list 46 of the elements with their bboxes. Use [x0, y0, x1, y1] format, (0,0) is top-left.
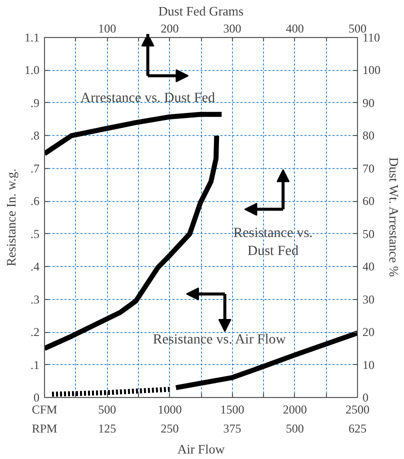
y2-tick-label: 80	[362, 128, 374, 143]
text: 625	[348, 422, 366, 436]
x2-tick-label: 1500	[220, 402, 244, 416]
y2-tick-label: 90	[362, 96, 374, 110]
x-axis-title: Dust Fed Grams	[158, 4, 244, 18]
x2-tick-label: 2500	[346, 402, 370, 416]
y-tick-label: .5	[30, 226, 40, 241]
y2-tick-label: 100	[362, 63, 380, 78]
x2-tick-label: 2000	[282, 402, 307, 416]
y2-tick-label: 70	[362, 161, 374, 176]
x-tick-label: 200	[160, 22, 179, 36]
text: 375	[223, 422, 242, 436]
annotation: Resistance vs. Air Flow	[152, 332, 287, 348]
y2-tick-label: 40	[362, 260, 374, 274]
annotation: Resistance vs. Dust Fed	[233, 226, 313, 260]
y-tick-label: .7	[30, 161, 40, 176]
x2-tick-label: CFM	[32, 402, 58, 416]
y-tick-label: 0	[34, 390, 40, 404]
x-tick-label: 300	[223, 22, 242, 36]
y-tick-label: .2	[30, 325, 40, 340]
x2-axis-title: Air Flow	[177, 442, 226, 456]
y2-axis-title: Dust Wt. Arrestance %	[386, 157, 402, 277]
x-tick-label: 100	[98, 22, 116, 36]
y-tick-label: .9	[30, 96, 40, 110]
text: 500	[286, 422, 304, 436]
y-tick-label: .1	[30, 358, 40, 372]
y2-tick-label: 20	[362, 325, 374, 340]
y2-tick-label: 50	[362, 226, 374, 241]
y2-tick-label: 60	[362, 194, 374, 208]
y2-tick-label: 0	[362, 390, 368, 404]
y2-tick-label: 10	[362, 358, 374, 372]
text: RPM	[32, 422, 58, 436]
y-axis-title: Resistance In. w.g.	[4, 168, 18, 266]
y-tick-label: 1.1	[24, 30, 40, 44]
text: 250	[160, 422, 179, 436]
text: 125	[98, 422, 116, 436]
x2-tick-label: 1000	[158, 402, 182, 416]
y2-tick-label: 30	[362, 292, 374, 306]
y-tick-label: .4	[30, 260, 40, 274]
annotation: Arrestance vs. Dust Fed	[80, 91, 216, 106]
x2-tick-label: 500	[98, 402, 116, 416]
y-tick-label: .8	[30, 128, 40, 143]
y-tick-label: .6	[30, 194, 40, 208]
y-tick-label: 1.0	[24, 63, 40, 78]
y-tick-label: .3	[30, 292, 40, 306]
x-tick-label: 400	[286, 22, 304, 36]
